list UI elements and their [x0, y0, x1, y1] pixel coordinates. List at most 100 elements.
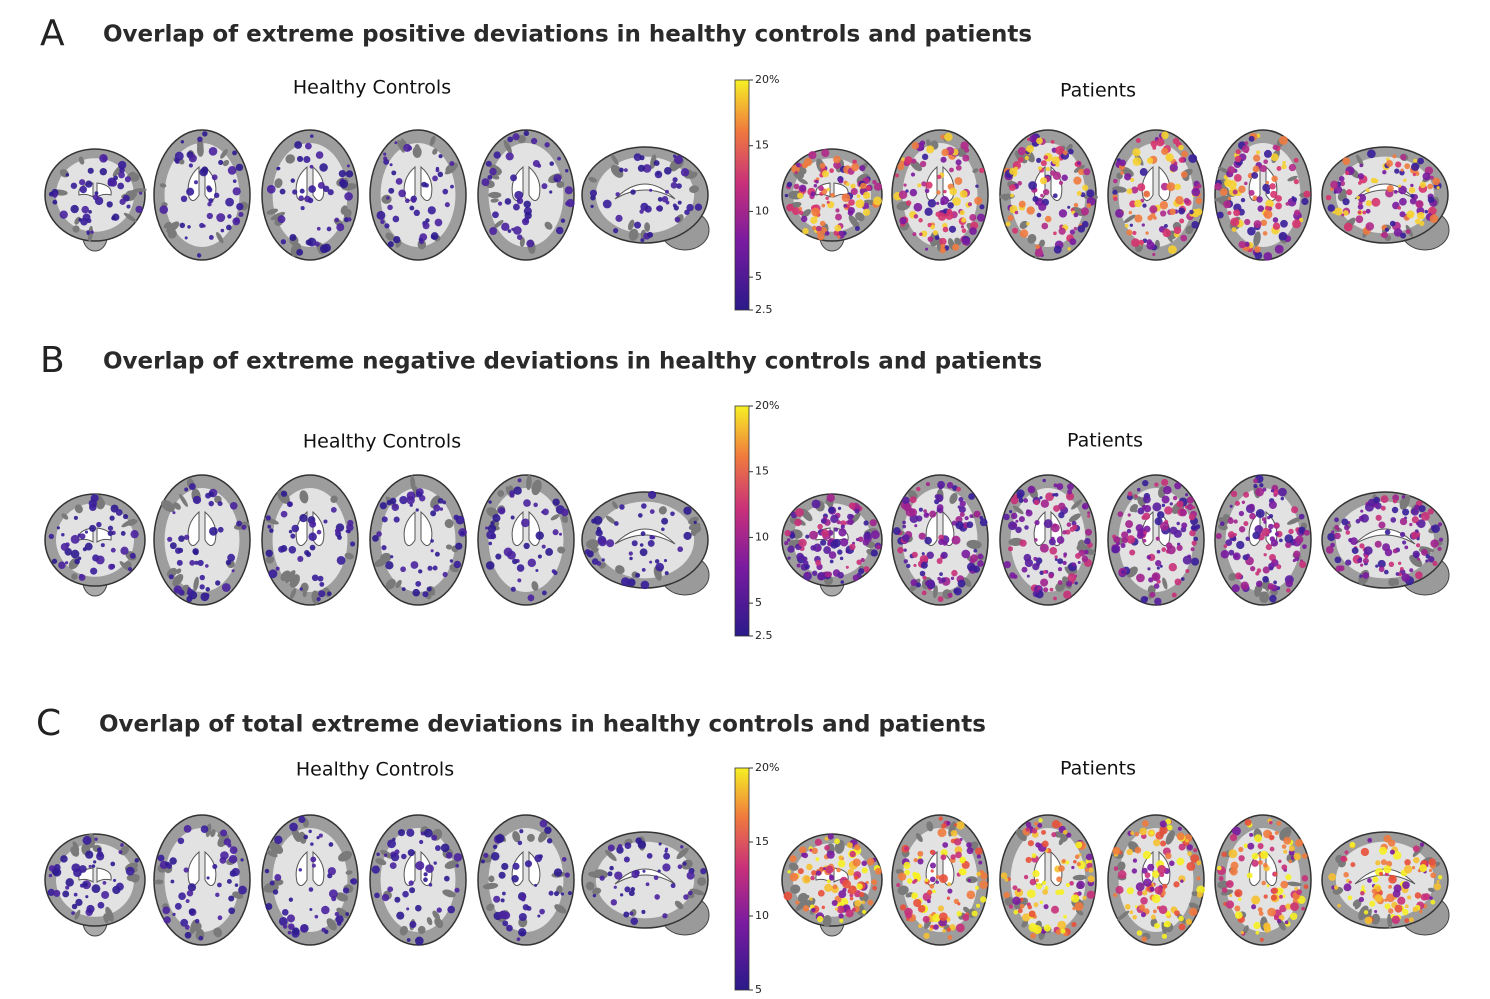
deviation-blob	[789, 532, 796, 539]
deviation-blob	[783, 891, 793, 901]
deviation-blob	[920, 230, 928, 237]
deviation-blob	[817, 523, 823, 530]
deviation-blob	[1261, 527, 1271, 537]
deviation-blob	[1282, 894, 1286, 898]
deviation-blob	[950, 829, 958, 837]
deviation-blob	[922, 575, 927, 580]
deviation-blob	[616, 846, 624, 854]
deviation-blob	[1073, 212, 1079, 218]
deviation-blob	[1036, 157, 1042, 163]
sulcus	[1055, 583, 1064, 592]
deviation-blob	[1196, 860, 1202, 866]
deviation-blob	[1410, 183, 1414, 188]
deviation-blob	[119, 198, 126, 205]
deviation-blob	[110, 861, 116, 867]
deviation-blob	[1270, 190, 1278, 199]
sulcus	[266, 850, 278, 858]
deviation-blob	[866, 857, 875, 866]
deviation-blob	[1262, 487, 1267, 492]
deviation-blob	[1430, 872, 1437, 879]
deviation-blob	[1397, 205, 1402, 210]
deviation-blob	[1042, 570, 1047, 574]
deviation-blob	[1229, 867, 1238, 876]
deviation-blob	[1132, 914, 1137, 920]
deviation-blob	[194, 180, 198, 185]
white-matter	[488, 143, 564, 247]
deviation-blob	[1288, 163, 1297, 172]
deviation-blob	[217, 501, 223, 507]
deviation-blob	[863, 566, 870, 573]
deviation-blob	[308, 829, 312, 834]
deviation-blob	[975, 847, 983, 856]
brain-slice	[477, 474, 575, 606]
deviation-blob	[840, 538, 849, 547]
deviation-blob	[940, 156, 947, 163]
deviation-blob	[208, 491, 214, 497]
deviation-blob	[824, 844, 830, 851]
deviation-blob	[1359, 163, 1363, 168]
sulcus	[265, 555, 275, 564]
deviation-blob	[94, 837, 98, 841]
sulcus	[610, 164, 624, 178]
deviation-blob	[1017, 181, 1022, 186]
deviation-blob	[432, 175, 438, 182]
deviation-blob	[1168, 563, 1177, 572]
deviation-blob	[1166, 824, 1173, 831]
deviation-blob	[1169, 502, 1173, 506]
deviation-blob	[1235, 149, 1241, 155]
deviation-blob	[976, 871, 981, 877]
sulcus	[592, 887, 602, 895]
deviation-blob	[942, 928, 946, 933]
deviation-blob	[1140, 896, 1148, 905]
deviation-blob	[1377, 559, 1386, 568]
sulcus	[490, 198, 499, 203]
deviation-blob	[930, 224, 935, 230]
deviation-blob	[1036, 562, 1041, 567]
deviation-blob	[1365, 200, 1372, 207]
deviation-blob	[392, 215, 400, 223]
corpus-callosum	[1354, 528, 1416, 545]
deviation-blob	[859, 165, 866, 172]
deviation-blob	[1159, 201, 1169, 210]
deviation-blob	[527, 594, 535, 602]
deviation-blob	[1062, 530, 1067, 535]
sulcus	[330, 495, 338, 503]
deviation-blob	[1057, 558, 1064, 565]
deviation-blob	[178, 535, 185, 542]
deviation-blob	[537, 914, 541, 918]
deviation-blob	[516, 937, 521, 942]
deviation-blob	[430, 232, 439, 240]
deviation-blob	[541, 544, 546, 549]
deviation-blob	[1327, 532, 1336, 542]
deviation-blob	[279, 188, 286, 195]
deviation-blob	[189, 559, 196, 566]
deviation-blob	[102, 881, 107, 885]
deviation-blob	[641, 503, 647, 509]
deviation-blob	[849, 543, 856, 551]
sulcus	[1399, 494, 1410, 510]
deviation-blob	[53, 864, 61, 871]
deviation-blob	[1045, 167, 1051, 172]
sulcus	[1228, 572, 1237, 581]
deviation-blob	[1427, 508, 1434, 515]
deviation-blob	[1031, 853, 1037, 859]
sulcus	[123, 212, 137, 223]
deviation-blob	[1223, 200, 1232, 209]
deviation-blob	[1357, 181, 1362, 185]
deviation-blob	[227, 214, 232, 219]
sulcus	[269, 842, 284, 854]
deviation-blob	[553, 570, 558, 576]
deviation-blob	[1041, 222, 1049, 230]
sulcus	[588, 176, 597, 183]
deviation-blob	[956, 486, 961, 492]
deviation-blob	[960, 141, 969, 150]
deviation-blob	[1394, 904, 1403, 913]
white-matter	[595, 501, 695, 579]
deviation-blob	[117, 182, 125, 190]
deviation-blob	[1071, 520, 1077, 526]
deviation-blob	[845, 909, 854, 918]
deviation-blob	[628, 890, 635, 897]
deviation-blob	[1086, 203, 1092, 208]
deviation-blob	[490, 521, 495, 526]
deviation-blob	[1248, 189, 1255, 196]
